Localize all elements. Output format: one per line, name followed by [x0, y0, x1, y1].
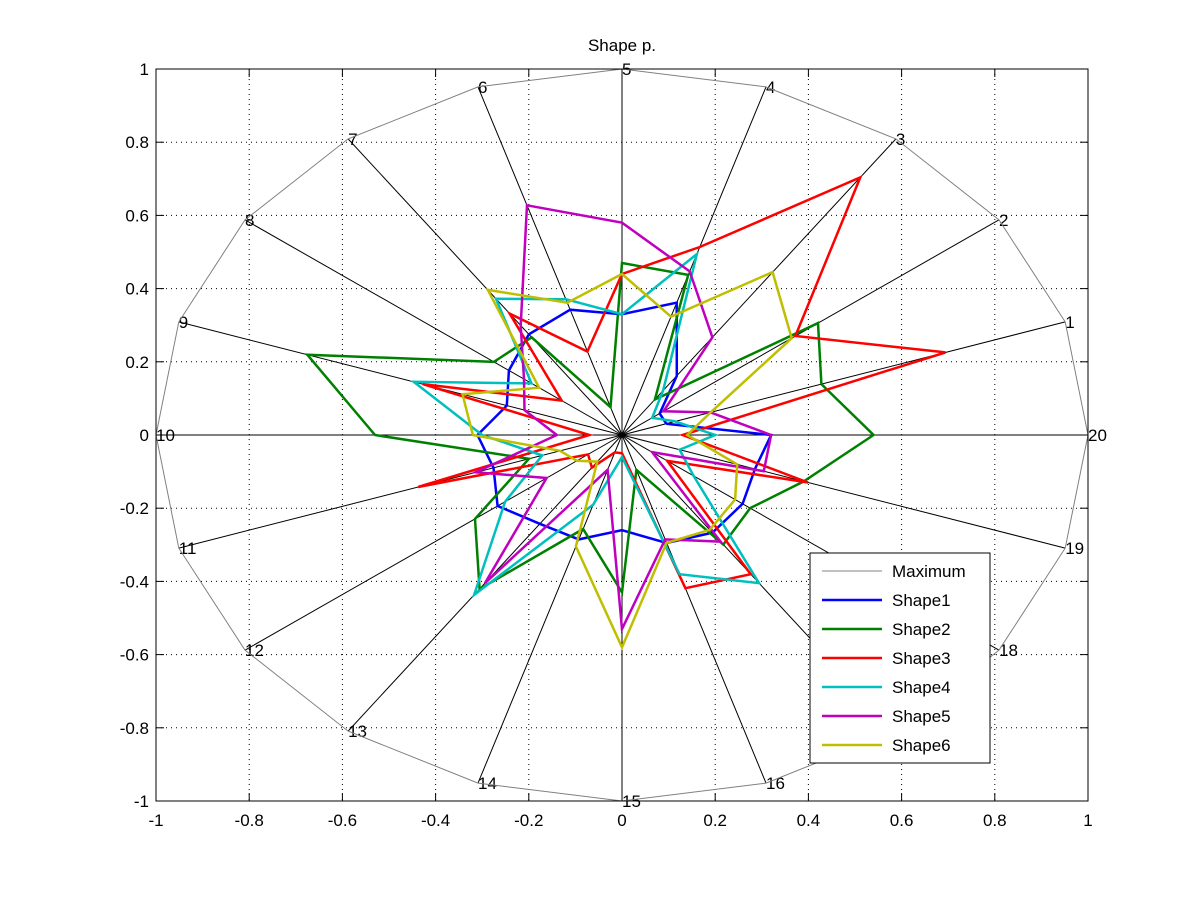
y-tick-label: 0.2	[125, 353, 149, 372]
series-line-shape5	[470, 203, 773, 634]
x-tick-label: -0.8	[235, 811, 264, 830]
y-tick-label: -0.2	[120, 499, 149, 518]
spoke-label: 3	[896, 130, 905, 149]
legend-label-shape5: Shape5	[892, 707, 951, 726]
x-tick-label: -0.2	[514, 811, 543, 830]
y-tick-label: -0.8	[120, 719, 149, 738]
spoke-line	[244, 434, 623, 651]
spoke-label: 13	[348, 722, 367, 741]
spoke-label: 20	[1088, 426, 1107, 445]
y-tick-label: 0	[140, 426, 149, 445]
legend-label-shape3: Shape3	[892, 649, 951, 668]
spoke-line	[621, 434, 1066, 549]
y-tick-label: -0.6	[120, 646, 149, 665]
spoke-label: 10	[156, 426, 175, 445]
spoke-label: 14	[478, 774, 497, 793]
spoke-line	[621, 138, 897, 436]
y-tick-label: -0.4	[120, 572, 149, 591]
spoke-label: 9	[179, 313, 188, 332]
legend: Maximum Shape1 Shape2 Shape3 Shape4 Shape5 Sha…	[809, 552, 991, 764]
spoke-line	[621, 321, 1066, 436]
spoke-label: 19	[1065, 539, 1084, 558]
spoke-label: 4	[766, 78, 775, 97]
spoke-line	[178, 321, 623, 436]
spoke-label: 11	[179, 539, 197, 558]
spoke-line	[347, 138, 623, 436]
spoke-line	[621, 434, 767, 784]
legend-label-maximum: Maximum	[892, 562, 966, 581]
spoke-label: 7	[348, 130, 357, 149]
x-tick-label: -1	[148, 811, 163, 830]
tick-layer: -1 -0.8 -0.6 -0.4 -0.2 0 0.2 0.4 0.6 0.8 1 -1 -0.8 -0…	[120, 60, 1093, 830]
series-line-shape2	[304, 261, 876, 597]
spoke-line	[178, 434, 623, 549]
y-tick-label: 0.4	[125, 280, 149, 299]
spoke-label: 12	[245, 641, 264, 660]
x-tick-label: 1	[1083, 811, 1092, 830]
x-tick-label: -0.4	[421, 811, 450, 830]
x-tick-label: 0.8	[983, 811, 1007, 830]
legend-label-shape4: Shape4	[892, 678, 951, 697]
y-tick-label: 1	[140, 60, 149, 79]
spoke-line	[477, 434, 623, 784]
x-tick-label: 0	[617, 811, 626, 830]
x-tick-label: 0.6	[890, 811, 914, 830]
spoke-label: 16	[766, 774, 785, 793]
y-tick-label: -1	[134, 792, 149, 811]
spoke-label: 1	[1065, 313, 1074, 332]
series-line-shape3	[417, 175, 946, 590]
series-line-shape6	[460, 270, 794, 651]
legend-label-shape2: Shape2	[892, 620, 951, 639]
y-tick-label: 0.6	[125, 206, 149, 225]
series-layer	[155, 68, 1089, 802]
x-tick-label: -0.6	[328, 811, 357, 830]
spoke-label: 8	[245, 211, 254, 230]
chart-title: Shape p.	[588, 36, 656, 55]
x-tick-label: 0.2	[703, 811, 727, 830]
spoke-label: 18	[999, 641, 1018, 660]
series-line-shape4	[409, 250, 762, 599]
spoke-label: 6	[478, 78, 487, 97]
spoke-label: 2	[999, 211, 1008, 230]
spoke-line	[477, 86, 623, 436]
y-tick-label: 0.8	[125, 133, 149, 152]
legend-label-shape1: Shape1	[892, 591, 951, 610]
legend-label-shape6: Shape6	[892, 736, 951, 755]
x-tick-label: 0.4	[797, 811, 821, 830]
